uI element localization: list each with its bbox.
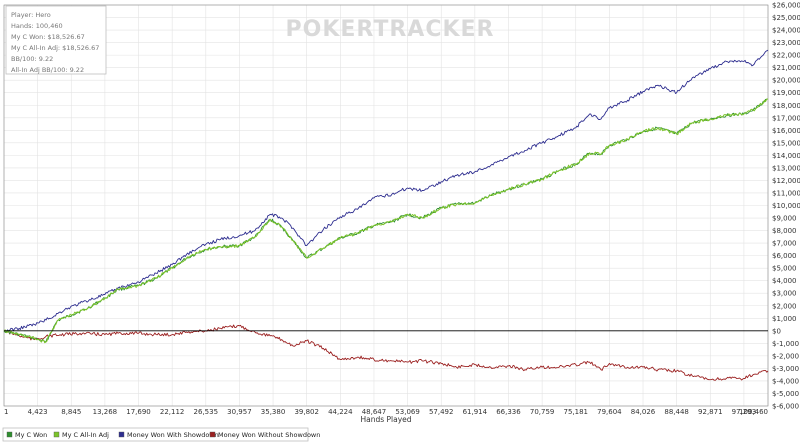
x-tick-label: 17,690 (126, 408, 151, 416)
plot-frame (3, 4, 769, 407)
info-bb100: BB/100: 9.22 (11, 55, 53, 63)
x-axis-ticks: 1 4,423 8,845 13,268 17,690 22,112 26,535 30,95… (4, 408, 768, 416)
series-line-money-won-without-showdown (3, 324, 769, 381)
info-hands: Hands: 100,460 (11, 22, 63, 30)
y-tick-label: $9,000 (772, 215, 797, 223)
x-tick-label: 66,336 (496, 408, 521, 416)
legend-label-without-showdown: Money Won Without Showdown (218, 431, 320, 439)
legend: My C Won My C All-In Adj Money Won With … (2, 427, 320, 442)
y-tick-label: $0 (772, 327, 781, 335)
x-tick-label: 4,423 (28, 408, 48, 416)
y-tick-label: $8,000 (772, 227, 797, 235)
legend-item-with-showdown[interactable]: Money Won With Showdown (118, 431, 219, 439)
info-player: Player: Hero (11, 11, 51, 19)
y-tick-label: $12,000 (772, 177, 800, 185)
watermark: POKERTRACKER (286, 17, 495, 42)
y-tick-label: $18,000 (772, 102, 800, 110)
legend-item-my-c-won[interactable]: My C Won (6, 431, 47, 439)
grid (3, 4, 769, 407)
y-tick-label: $13,000 (772, 164, 800, 172)
y-tick-label: $14,000 (772, 152, 800, 160)
x-tick-label: 57,492 (429, 408, 454, 416)
x-tick-label: 70,759 (530, 408, 555, 416)
legend-swatch-my-c-allin-adj (53, 431, 60, 438)
y-tick-label: $5,000 (772, 265, 797, 273)
y-tick-label: $-5,000 (772, 390, 799, 398)
x-axis-label: Hands Played (360, 415, 411, 424)
x-tick-label: 88,448 (664, 408, 689, 416)
y-tick-label: $-2,000 (772, 352, 799, 360)
x-tick-label: 75,181 (564, 408, 589, 416)
legend-swatch-with-showdown (118, 431, 125, 438)
info-allin-bb100: All-In Adj BB/100: 9.22 (11, 66, 84, 74)
y-tick-label: $1,000 (772, 315, 797, 323)
x-tick-label: 22,112 (160, 408, 185, 416)
y-tick-label: $-1,000 (772, 340, 799, 348)
x-tick-label: 79,604 (597, 408, 622, 416)
y-tick-label: $15,000 (772, 139, 800, 147)
x-tick-label: 48,647 (362, 408, 387, 416)
y-tick-label: $19,000 (772, 89, 800, 97)
y-tick-label: $-3,000 (772, 365, 799, 373)
legend-label-my-c-won: My C Won (15, 431, 47, 439)
legend-item-my-c-allin-adj[interactable]: My C All-In Adj (53, 431, 109, 439)
y-tick-label: $-4,000 (772, 377, 799, 385)
series-line-money-won-with-showdown (3, 49, 769, 332)
y-tick-label: $26,000 (772, 2, 800, 10)
legend-swatch-without-showdown (209, 431, 216, 438)
series-lines (3, 49, 769, 381)
x-tick-label: 100,460 (739, 408, 768, 416)
y-tick-label: $7,000 (772, 240, 797, 248)
info-won: My C Won: $18,526.67 (11, 33, 85, 41)
x-tick-label: 35,380 (261, 408, 286, 416)
y-tick-label: $25,000 (772, 14, 800, 22)
y-tick-label: $21,000 (772, 64, 800, 72)
x-tick-label: 97,293 (732, 408, 757, 416)
x-tick-label: 8,845 (61, 408, 81, 416)
legend-label-with-showdown: Money Won With Showdown (127, 431, 219, 439)
y-tick-label: $4,000 (772, 277, 797, 285)
y-tick-label: $17,000 (772, 114, 800, 122)
y-tick-label: $-6,000 (772, 403, 799, 411)
y-tick-label: $2,000 (772, 302, 797, 310)
x-tick-label: 26,535 (194, 408, 219, 416)
y-tick-label: $11,000 (772, 189, 800, 197)
x-tick-label: 13,268 (93, 408, 118, 416)
x-tick-label: 1 (4, 408, 8, 416)
y-tick-label: $3,000 (772, 290, 797, 298)
y-axis-ticks: $26,000 $25,000 $24,000 $23,000 $22,000 $21,0… (772, 2, 800, 411)
legend-item-without-showdown[interactable]: Money Won Without Showdown (209, 431, 320, 439)
legend-swatch-my-c-won (6, 431, 13, 438)
y-tick-label: $16,000 (772, 127, 800, 135)
y-tick-label: $20,000 (772, 77, 800, 85)
info-box: Player: Hero Hands: 100,460 My C Won: $1… (5, 5, 107, 75)
x-tick-label: 92,871 (698, 408, 723, 416)
legend-frame (2, 427, 309, 442)
info-allin-adj: My C All-In Adj: $18,526.67 (11, 44, 99, 52)
x-tick-label: 44,224 (328, 408, 353, 416)
series-line-my-c-all-in-adj (3, 98, 768, 344)
info-box-frame (5, 5, 107, 75)
y-tick-label: $24,000 (772, 27, 800, 35)
y-tick-label: $22,000 (772, 52, 800, 60)
x-tick-label: 84,026 (631, 408, 656, 416)
x-tick-label: 61,914 (463, 408, 488, 416)
y-tick-label: $6,000 (772, 252, 797, 260)
legend-label-my-c-allin-adj: My C All-In Adj (62, 431, 109, 439)
y-tick-label: $10,000 (772, 202, 800, 210)
y-tick-label: $23,000 (772, 39, 800, 47)
x-tick-label: 53,069 (395, 408, 420, 416)
x-tick-label: 39,802 (294, 408, 319, 416)
x-tick-label: 30,957 (227, 408, 252, 416)
